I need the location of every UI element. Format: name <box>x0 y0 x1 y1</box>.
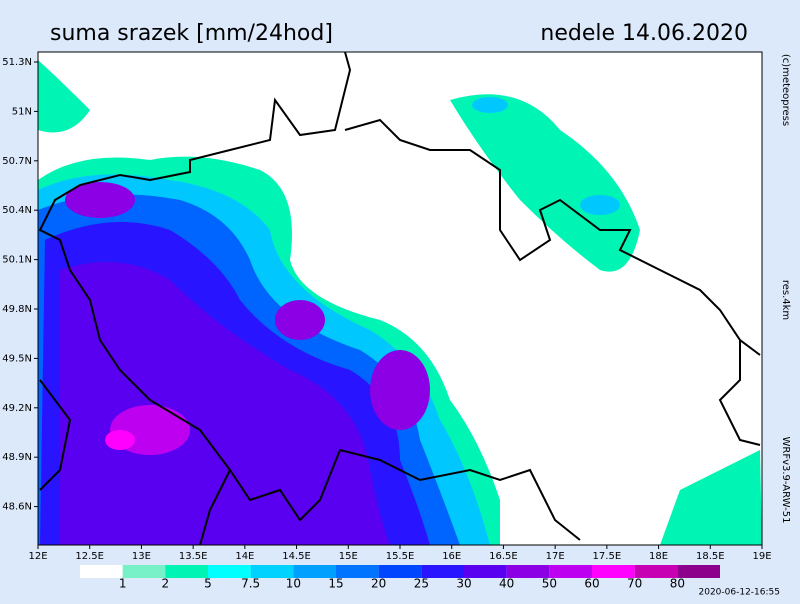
title: suma srazek [mm/24hod] <box>50 21 333 46</box>
borders <box>38 51 761 546</box>
colorbar-label: 25 <box>414 577 429 591</box>
colorbar-swatch <box>208 565 251 578</box>
colorbar-label: 20 <box>371 577 386 591</box>
colorbar-swatch <box>592 565 635 578</box>
lon-label: 15E <box>339 551 358 562</box>
colorbar-label: 10 <box>286 577 301 591</box>
colorbar-swatch <box>122 565 166 578</box>
lon-label: 19E <box>752 551 771 562</box>
lat-label: 48.9N <box>2 452 32 463</box>
colorbar-swatch <box>549 565 592 578</box>
colorbar-swatch <box>250 565 294 578</box>
colorbar-swatch <box>677 565 720 578</box>
date: nedele 14.06.2020 <box>540 21 748 46</box>
colorbar-label: 40 <box>499 577 514 591</box>
lat-label: 50.1N <box>2 255 32 266</box>
colorbar-label: 15 <box>328 577 343 591</box>
precipitation-field <box>38 60 762 545</box>
colorbar-label: 2 <box>162 577 170 591</box>
lon-label: 13E <box>132 551 151 562</box>
resolution: res.4km <box>780 280 791 320</box>
colorbar-swatch <box>421 565 464 578</box>
colorbar-label: 80 <box>670 577 685 591</box>
lat-label: 50.4N <box>2 205 32 216</box>
axes: 51.3N 51N 50.7N 50.4N 50.1N 49.8N 49.5N 49.2N 48… <box>2 57 771 562</box>
colorbar-swatch <box>80 565 123 578</box>
colorbar-label: 7.5 <box>241 577 260 591</box>
lon-label: 17.5E <box>593 551 622 562</box>
lon-label: 12E <box>28 551 47 562</box>
colorbar-label: 70 <box>627 577 642 591</box>
colorbar-swatch <box>378 565 422 578</box>
colorbar-swatch <box>165 565 208 578</box>
lon-label: 18.5E <box>696 551 725 562</box>
colorbar-label: 1 <box>119 577 127 591</box>
lat-label: 49.2N <box>2 403 32 414</box>
lon-label: 14.5E <box>282 551 311 562</box>
lat-label: 48.6N <box>2 502 32 513</box>
lon-label: 17E <box>546 551 565 562</box>
lat-label: 49.8N <box>2 304 32 315</box>
credit: (c)meteopress <box>780 54 791 126</box>
lon-label: 13.5E <box>179 551 208 562</box>
colorbar-label: 5 <box>204 577 212 591</box>
colorbar-label: 60 <box>584 577 599 591</box>
colorbar: 1 2 5 7.5 10 15 20 25 30 40 50 60 70 80 <box>80 565 720 591</box>
model: WRFv3.9-ARW-51 <box>780 437 791 524</box>
timestamp: 2020-06-12-16:55 <box>699 588 781 598</box>
lat-label: 51.3N <box>2 57 32 68</box>
lat-label: 49.5N <box>2 353 32 364</box>
colorbar-swatch <box>634 565 678 578</box>
colorbar-label: 30 <box>456 577 471 591</box>
lon-label: 15.5E <box>386 551 415 562</box>
lon-label: 18E <box>649 551 668 562</box>
lat-label: 51N <box>12 106 32 117</box>
colorbar-swatch <box>464 565 507 578</box>
lat-label: 50.7N <box>2 156 32 167</box>
colorbar-label: 50 <box>542 577 557 591</box>
lon-label: 14E <box>235 551 254 562</box>
colorbar-swatch <box>506 565 550 578</box>
lon-label: 16E <box>442 551 461 562</box>
lon-label: 16.5E <box>489 551 518 562</box>
colorbar-swatch <box>293 565 336 578</box>
colorbar-swatch <box>336 565 379 578</box>
lon-label: 12.5E <box>75 551 104 562</box>
